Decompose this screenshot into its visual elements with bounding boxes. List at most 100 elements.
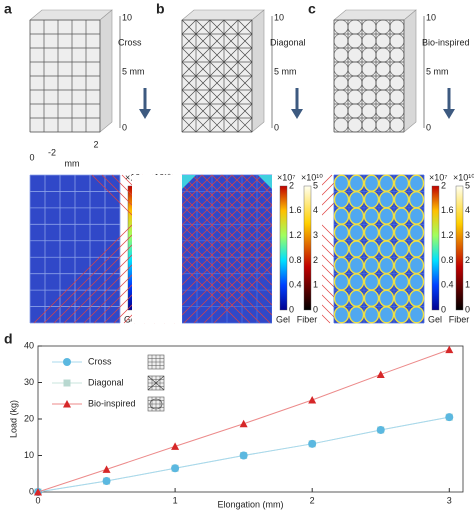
colorbar-tick: 1.6 (289, 205, 302, 215)
lattice-line (209, 117, 225, 133)
sim-cell (363, 223, 380, 242)
colorbar (455, 185, 464, 311)
lattice-illustration (333, 9, 425, 133)
sim-cell (378, 240, 395, 258)
lattice-line (237, 103, 253, 119)
sim-cell (333, 207, 350, 225)
y-tick-label: 0 (29, 486, 34, 496)
lattice-line (195, 47, 211, 63)
colorbar-tick: 1.6 (441, 205, 454, 215)
sim-cell (378, 273, 395, 291)
sim-cell (378, 190, 395, 209)
sim-cell (348, 289, 365, 308)
arrow-head (291, 109, 303, 119)
point (171, 464, 180, 473)
sim-cell (378, 306, 395, 324)
panel-label: b (156, 1, 165, 17)
panel-label: d (4, 331, 13, 347)
sim-cell (408, 256, 425, 275)
sim-cell (333, 190, 350, 209)
lattice-line (237, 75, 253, 91)
colorbar-label: Fiber (449, 314, 470, 324)
colorbar-tick: 4 (465, 205, 470, 215)
colorbar-tick: 2 (465, 255, 470, 265)
lattice-line (223, 89, 239, 105)
x-tick-label: 1 (173, 495, 178, 505)
sim-cell (393, 289, 410, 308)
y-tick-label: 10 (24, 450, 34, 460)
lattice-line (209, 47, 225, 63)
sim-cell (393, 273, 410, 291)
lattice-line (209, 61, 225, 77)
sim-cell (348, 306, 365, 324)
lattice-line (223, 19, 239, 35)
legend-marker (63, 400, 71, 408)
panel-label: c (308, 1, 316, 17)
colorbar-tick: 5 (313, 180, 318, 190)
sim-cell (363, 256, 380, 275)
lattice-line (209, 103, 225, 119)
lattice-line (181, 89, 197, 105)
sim-cell (393, 240, 410, 258)
point (34, 488, 42, 496)
point (445, 413, 454, 422)
colorbar-tick: 1.2 (441, 230, 454, 240)
lattice-line (195, 33, 211, 49)
y-tick-label: 30 (24, 377, 34, 387)
sim-cell (378, 256, 395, 275)
arrow-head (443, 109, 455, 119)
colorbar-tick: 0 (465, 304, 470, 314)
lattice-line (209, 19, 225, 35)
sim-cell (348, 273, 365, 291)
colorbar-tick: 1 (313, 280, 318, 290)
colorbar-exponent: ×10⁷ (429, 172, 448, 182)
z-axis-label: 0 (122, 122, 127, 132)
arrow-head (139, 109, 151, 119)
z-axis-label: 0 (426, 122, 431, 132)
colorbar-tick: 3 (465, 230, 470, 240)
colorbar (431, 185, 440, 311)
sim-cell (333, 174, 350, 192)
colorbar-tick: 0.4 (289, 280, 302, 290)
lattice-line (181, 117, 197, 133)
x-axis-label: Elongation (mm) (217, 499, 283, 509)
point (445, 345, 454, 354)
legend-label: Diagonal (88, 377, 124, 387)
sim-cell (408, 207, 425, 225)
lattice-line (181, 47, 197, 63)
sim-cell (363, 273, 380, 291)
colorbar-tick: 0.8 (441, 255, 454, 265)
point (171, 442, 180, 450)
colorbar-tick: 4 (313, 205, 318, 215)
legend-marker (63, 379, 71, 387)
lattice-line (237, 19, 253, 35)
lattice-line (195, 19, 211, 35)
sim-cell (348, 190, 365, 209)
z-axis-label: 5 mm (426, 66, 449, 76)
base-axis-unit: mm (65, 158, 80, 168)
y-tick-label: 40 (24, 340, 34, 350)
sim-cell (363, 289, 380, 308)
sim-cell (408, 289, 425, 308)
sim-cell (333, 223, 350, 242)
sim-cell (363, 174, 380, 192)
x-tick-label: 0 (35, 495, 40, 505)
sim-cell (408, 174, 425, 192)
colorbar-label: Gel (276, 314, 290, 324)
lattice-line (195, 103, 211, 119)
sim-cell (333, 289, 350, 308)
sim-cell (378, 223, 395, 242)
point (308, 396, 317, 404)
point (102, 465, 111, 473)
z-axis-label: 5 mm (122, 66, 145, 76)
sim-cell (378, 174, 395, 192)
sim-cell (363, 190, 380, 209)
y-tick-label: 20 (24, 413, 34, 423)
sim-cell (333, 306, 350, 324)
legend-label: Cross (88, 356, 112, 366)
colorbar-exponent: ×10¹⁰ (301, 172, 323, 182)
legend-icon (147, 396, 165, 412)
sim-cell (348, 240, 365, 258)
point (239, 451, 248, 460)
